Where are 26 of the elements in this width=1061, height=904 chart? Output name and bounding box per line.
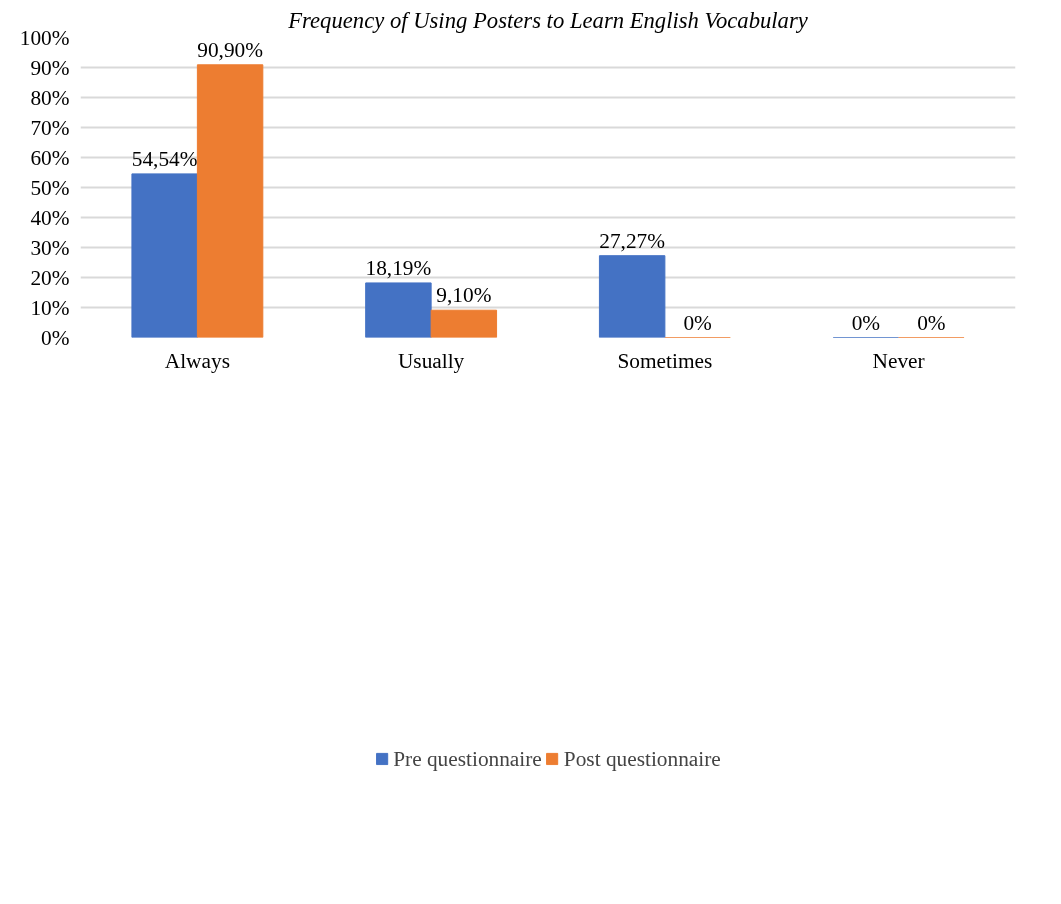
legend-label: Pre questionnaire	[393, 746, 542, 772]
x-tick-label: Sometimes	[617, 348, 713, 373]
y-tick-label: 40%	[30, 205, 70, 230]
y-tick-label: 90%	[30, 55, 70, 80]
y-tick-label: 80%	[30, 85, 70, 110]
y-tick-label: 60%	[30, 145, 70, 170]
y-tick-label: 10%	[30, 295, 70, 320]
data-label: 27,27%	[599, 228, 666, 253]
chart-title: Frequency of Using Posters to Learn English Vocabulary	[287, 7, 809, 33]
y-tick-label: 100%	[19, 25, 70, 50]
y-tick-label: 30%	[30, 235, 70, 260]
data-label: 18,19%	[365, 255, 432, 280]
y-tick-label: 0%	[41, 325, 70, 350]
y-tick-label: 20%	[30, 265, 70, 290]
x-tick-label: Usually	[397, 348, 465, 373]
x-tick-label: Always	[164, 348, 230, 373]
data-label: 0%	[683, 310, 713, 335]
legend-label: Post questionnaire	[563, 746, 721, 772]
data-label: 0%	[851, 310, 881, 335]
y-tick-label: 70%	[30, 115, 70, 140]
data-label: 54,54%	[131, 146, 198, 171]
x-tick-label: Never	[872, 348, 925, 373]
data-label: 90,90%	[197, 37, 264, 62]
y-tick-label: 50%	[30, 175, 70, 200]
data-label: 0%	[917, 310, 946, 335]
data-label: 9,10%	[436, 283, 492, 308]
